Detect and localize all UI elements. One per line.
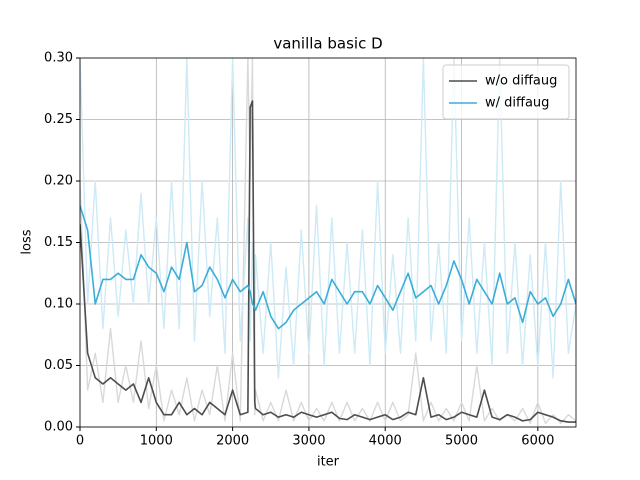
x-tick-label: 5000 (445, 434, 478, 449)
x-tick-label: 1000 (140, 434, 173, 449)
legend-box (442, 64, 570, 120)
legend-label: w/o diffaug (485, 74, 557, 89)
y-tick-label: 0.25 (44, 112, 73, 127)
x-tick-label: 3000 (292, 434, 325, 449)
y-tick-label: 0.30 (44, 51, 73, 66)
series-line (80, 58, 576, 379)
x-tick-label: 6000 (521, 434, 554, 449)
y-tick-label: 0.05 (44, 358, 73, 373)
series-line (80, 100, 576, 423)
chart-title: vanilla basic D (273, 35, 382, 53)
y-tick-label: 0.15 (44, 235, 73, 250)
legend-label: w/ diffaug (485, 96, 549, 111)
y-axis-label: loss (20, 229, 35, 254)
x-axis-label: iter (317, 455, 340, 470)
x-tick-label: 4000 (369, 434, 402, 449)
x-tick-label: 0 (76, 434, 84, 449)
series-line (80, 58, 576, 425)
y-tick-label: 0.20 (44, 174, 73, 189)
plot-frame (79, 57, 577, 428)
y-tick-label: 0.10 (44, 297, 73, 312)
series-line (80, 205, 576, 330)
x-tick-label: 2000 (216, 434, 249, 449)
y-tick-label: 0.00 (44, 420, 73, 435)
